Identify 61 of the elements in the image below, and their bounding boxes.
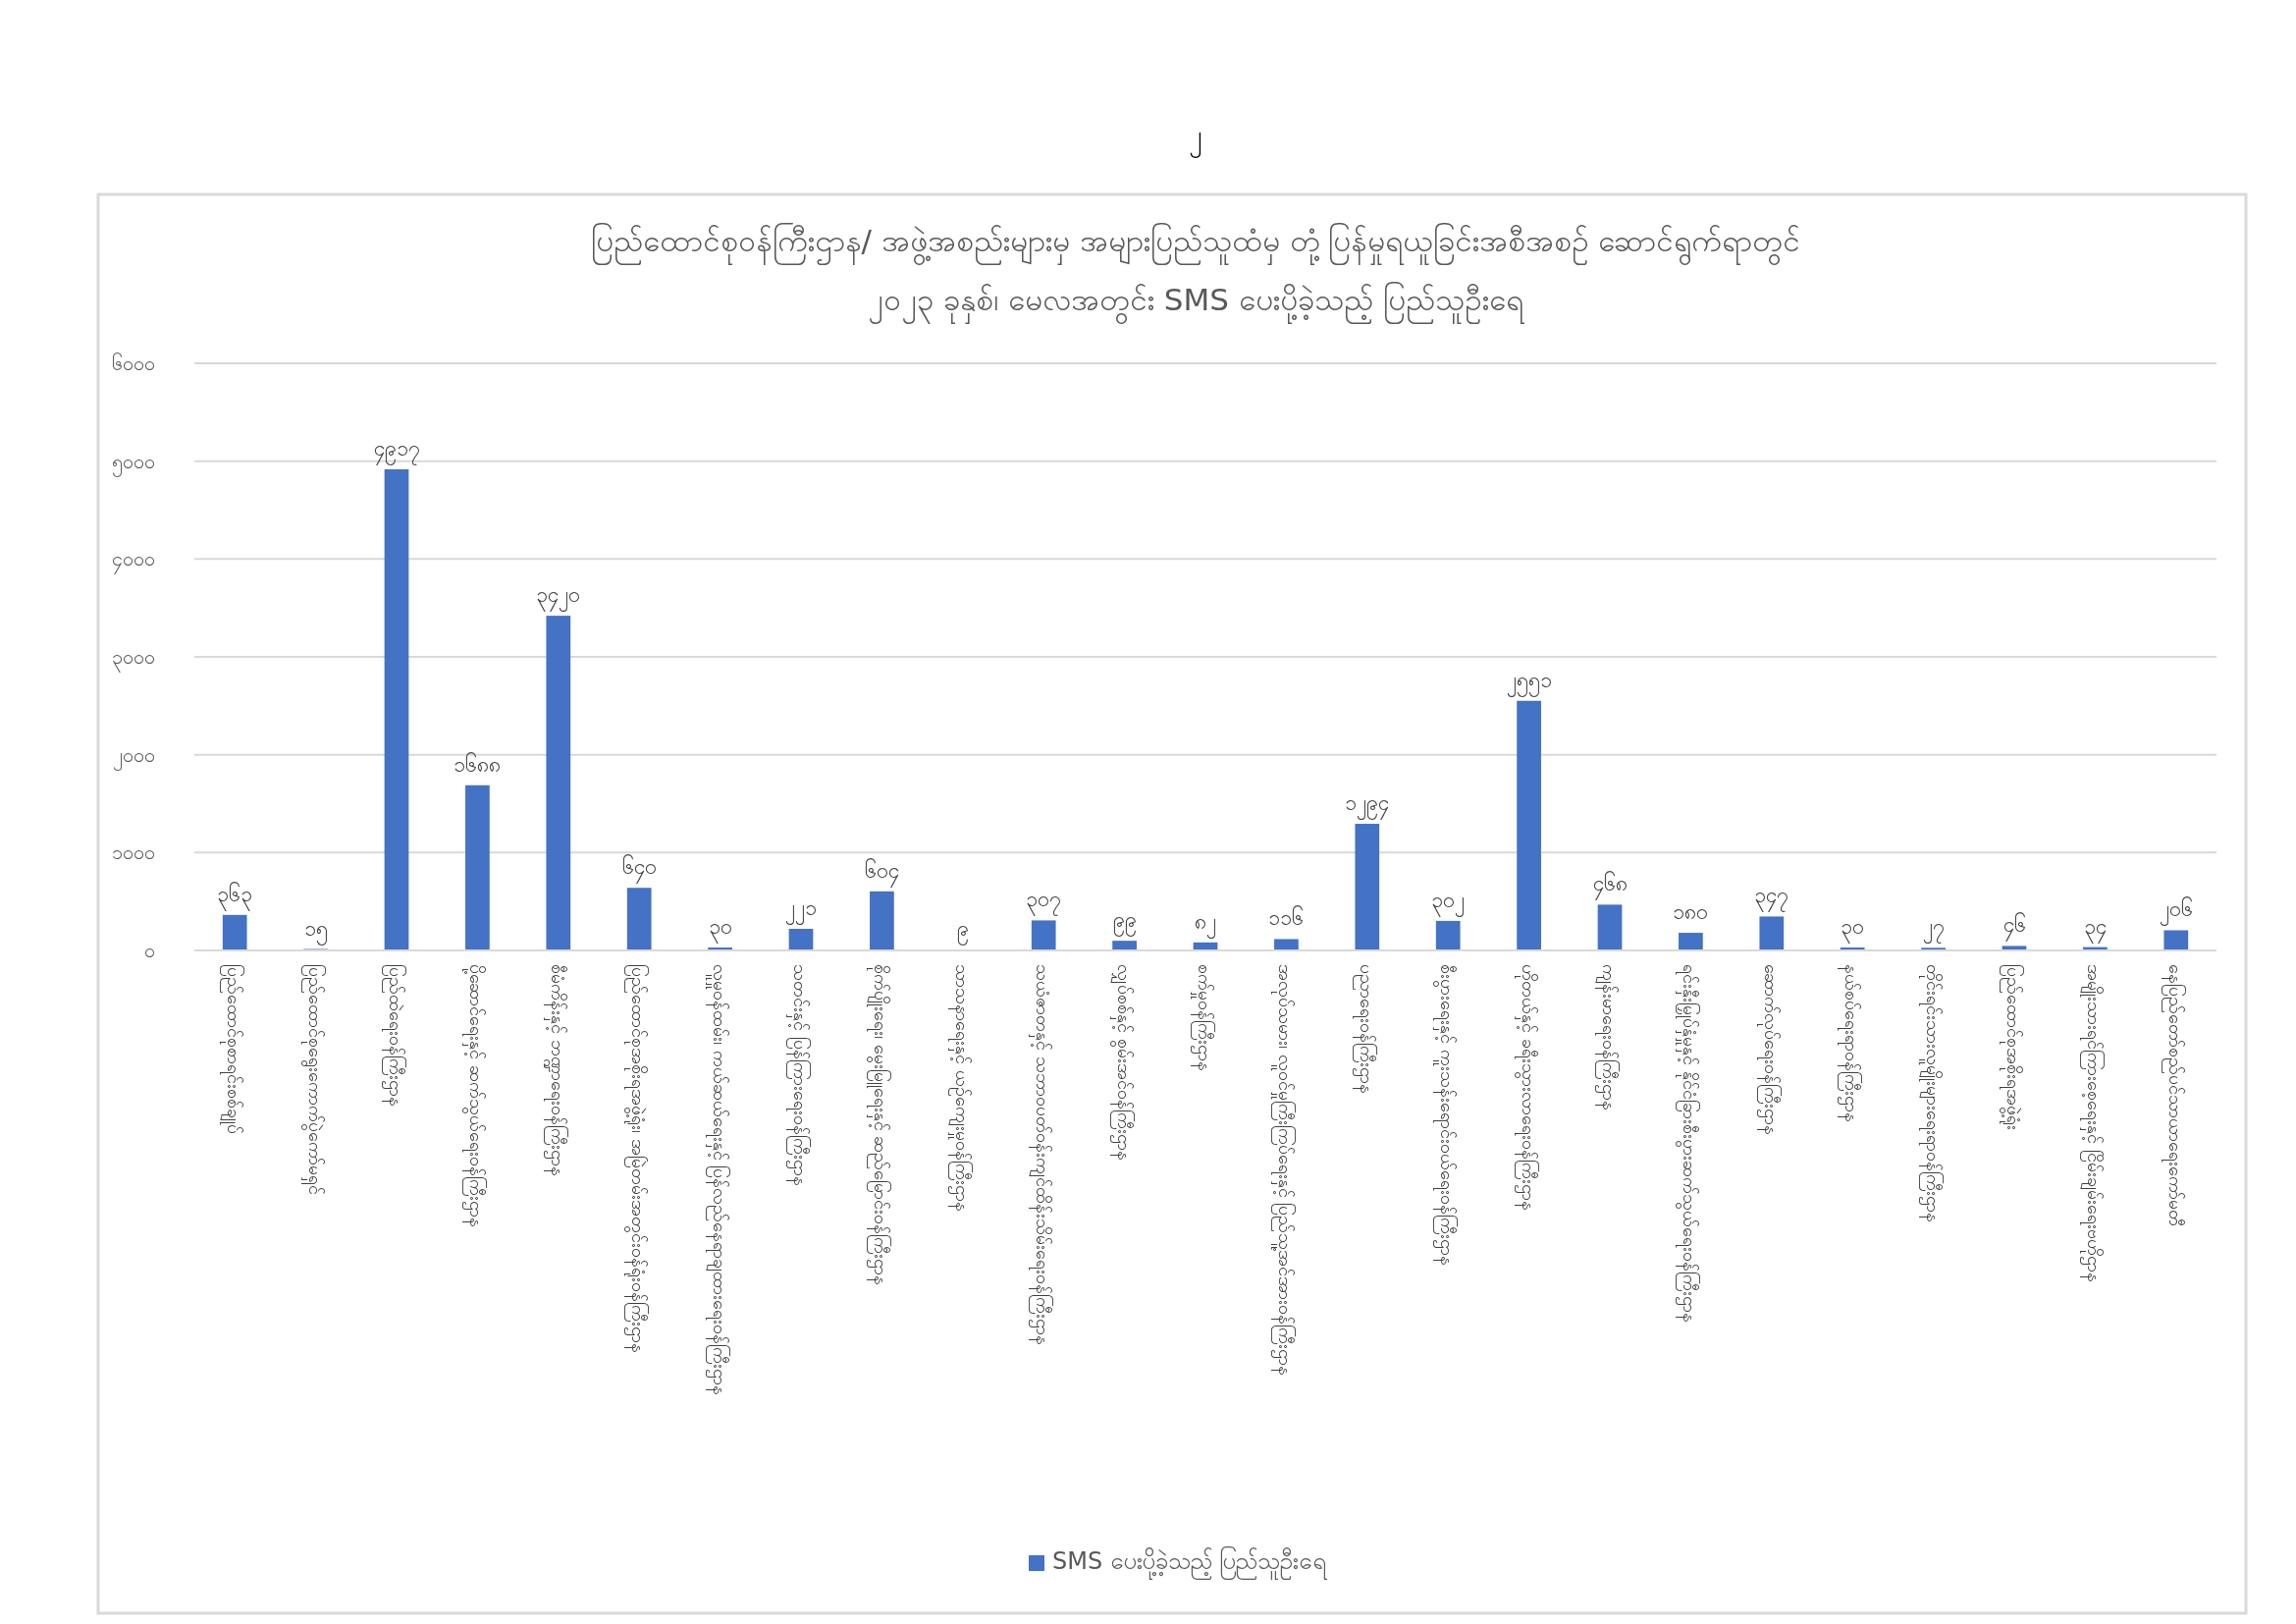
x-tick-label: ပညာရေးဝန်ကြီးဌာန xyxy=(1352,964,1377,1094)
data-label: ၈၂ xyxy=(1195,909,1216,939)
y-tick-label: ၄၀၀၀ xyxy=(112,547,155,575)
text: ၂ xyxy=(1189,120,1202,158)
x-tick-label: စီးပွားရေးနှင့် ကူးသန်းရောင်းဝယ်ရေးဝန်ကြီးဌာန xyxy=(1433,964,1459,1266)
data-label: ၉ xyxy=(956,917,969,947)
x-tick-label: ဟိုတယ်နှင့် ခရီးသွားလာရေးဝန်ကြီးဌာန xyxy=(1514,964,1539,1211)
data-label: ၂၀၆ xyxy=(2159,896,2193,927)
x-tick-label: စက်မှုဝန်ကြီးဌာန xyxy=(1191,964,1215,1071)
x-tick-label: ကျန်းမာရေးဝန်ကြီးဌာန xyxy=(1595,964,1620,1110)
y-tick-label: ၀ xyxy=(144,939,155,962)
x-tick-label: အလုပ်သမား၊ လူဝင်မှုကြီးကြပ်ရေးနှင့် ပြည်သူ့အင်အားဝန်ကြီးဌာန xyxy=(1271,964,1297,1377)
data-label: ၃၀ xyxy=(1841,915,1865,945)
data-label: ၂၂၁ xyxy=(785,895,817,925)
data-label: ၂၅၅၁ xyxy=(1506,668,1552,697)
x-tick-label: ပြည်ထောင်စုအစိုးရအဖွဲ့ရုံး၊ အမြဲတမ်းအတွင်းဝန်ရုံးဝန်ကြီးဌာန xyxy=(624,964,650,1353)
data-label: ၃၆၃ xyxy=(217,881,253,911)
x-tick-label: ပြည်ထဲရေးဝန်ကြီးဌာန xyxy=(382,964,406,1107)
y-tick-label: ၅၀၀၀ xyxy=(112,449,155,477)
y-tick-label: ၁၀၀၀ xyxy=(112,840,155,865)
x-tick-label: နယ်စပ်ရေးရာဝန်ကြီးဌာန xyxy=(1838,964,1863,1122)
y-tick-label: ၆၀၀၀ xyxy=(112,352,155,375)
x-tick-label: လျှပ်စစ်နှင့် စွမ်းအင်ဝန်ကြီးဌာန xyxy=(1109,964,1135,1161)
data-label: ၂၇ xyxy=(1922,915,1945,945)
x-tick-label: နေပြည်တော်စည်ပင်သာယာရေးကော်မတီ xyxy=(2161,964,2186,1226)
data-label: ၉၉ xyxy=(1112,908,1137,938)
x-tick-label: သတင်းနှင့် ပြန်ကြားရေးဝန်ကြီးဌာန xyxy=(786,964,811,1186)
legend-label: SMS ပေးပို့ခဲ့သည့် ပြည်သူဦးရေ xyxy=(1052,1545,1328,1580)
x-tick-label: တိုင်းရင်းသားလူမျိုးများရေးရာဝန်ကြီးဌာန xyxy=(1918,964,1944,1222)
data-label: ၃၀၂ xyxy=(1431,888,1466,917)
data-label: ၃၀၇ xyxy=(1026,888,1062,917)
y-tick-label: ၂၀၀၀ xyxy=(113,742,155,771)
data-label: ၁၈၀ xyxy=(1673,900,1709,925)
x-tick-label: ပြည်ထောင်စုရွေးကောက်ပွဲကော်မရှင် xyxy=(300,964,326,1195)
chart-subtitle: ၂၀၂၃ ခုနှစ်၊ မေလအတွင်း SMS ပေးပို့ခဲ့သည့် ပြည်သူဦးရေ xyxy=(868,282,1524,324)
x-tick-label: အမျိုးသားရင်ကြားစေ့ရေးနှင့် ငြိမ်းချမ်းရေးဗဟိုဌာန xyxy=(2080,964,2106,1282)
chart-title: ပြည်ထောင်စုဝန်ကြီးဌာန/ အဖွဲ့အစည်းများမှ အများပြည်သူထံမှ တုံ့ပြန်မှုရယူခြင်းအစီအစဉ် ဆောင်ရွက်ရာတွင် xyxy=(590,223,1801,265)
x-tick-label: သာသနာရေးနှင့် ယဉ်ကျေးမှုဝန်ကြီးဌာန xyxy=(947,964,973,1212)
data-label: ၁၁၆ xyxy=(1268,905,1305,931)
x-tick-label: စီမံကိန်းနှင့် ဘဏ္ဍာရေးဝန်ကြီးဌာန xyxy=(543,964,568,1176)
data-label: ၄၆ xyxy=(2002,912,2026,943)
data-label: ၄၆၈ xyxy=(1592,871,1628,901)
x-tick-label: ပြည်ထောင်စုစာရင်းစစ်ချုပ် xyxy=(220,964,245,1134)
data-label: ၃၄၂၀ xyxy=(536,583,581,613)
data-label: ၃၄၇ xyxy=(1754,884,1789,913)
data-label: ၆၀၄ xyxy=(864,857,899,888)
data-label: ၆၄၀ xyxy=(621,854,657,885)
data-label: ၃၄ xyxy=(2083,914,2107,944)
y-tick-label: ၃၀၀၀ xyxy=(112,645,155,673)
data-label: ၄၉၁၇ xyxy=(373,436,420,465)
x-tick-label: ပြည်ထောင်စုအစိုးရအဖွဲ့ရုံး xyxy=(2000,964,2024,1130)
x-tick-label: သယံဇာတနှင့် သဘာဝပတ်ဝန်းကျင်ထိန်းသိမ်းရေးဝန်ကြီးဌာန xyxy=(1029,964,1054,1345)
data-label: ၁၅ xyxy=(303,916,328,946)
x-tick-label: ရင်းနှီးမြှုပ်နှံမှုနှင့် နိုင်ငံခြားစီးပွားဆက်သွယ်ရေးဝန်ကြီးဌာန xyxy=(1676,964,1701,1323)
x-tick-label: လူမှုဝန်ထမ်း၊ ကယ်ဆယ်ရေးနှင့် ပြန်လည်နေရာချထားရေးဝန်ကြီးဌာန xyxy=(705,964,730,1396)
x-tick-label: ဆောက်လုပ်ရေးဝန်ကြီးဌာန xyxy=(1756,964,1782,1135)
x-tick-label: စိုက်ပျိုးရေး၊ မွေးမြူရေးနှင့် ဆည်မြောင်းဝန်ကြီးဌာန xyxy=(867,964,892,1286)
data-label: ၁၂၉၄ xyxy=(1345,791,1390,821)
x-tick-label: ပို့ဆောင်ရေးနှင့် ဆက်သွယ်ရေးဝန်ကြီးဌာန xyxy=(462,964,488,1227)
data-label: ၁၆၈၈ xyxy=(454,751,502,777)
data-label: ၃၀ xyxy=(708,915,732,945)
